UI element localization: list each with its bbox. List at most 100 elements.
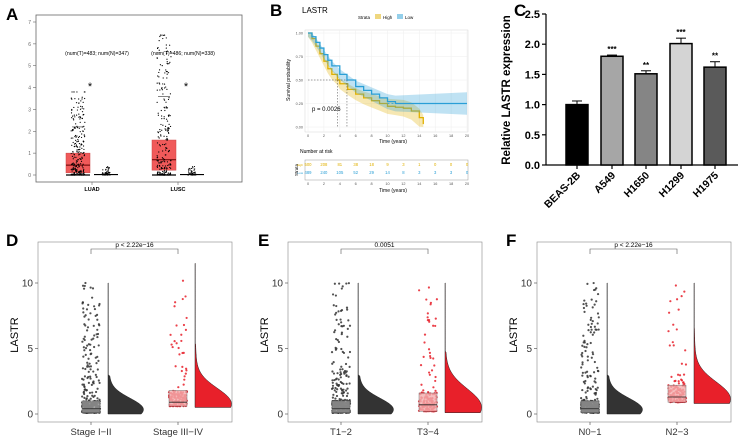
data-point	[337, 378, 340, 381]
risk-x-axis-label: Time (years)	[379, 188, 407, 194]
risk-count: 0	[466, 162, 469, 167]
data-point	[83, 335, 86, 338]
data-point	[177, 386, 180, 389]
tumor-point	[162, 93, 164, 95]
data-point	[169, 333, 172, 336]
data-point	[184, 295, 187, 298]
legend-swatch-high	[375, 14, 381, 19]
tumor-point	[77, 140, 79, 142]
tumor-point	[159, 64, 162, 66]
tumor-point	[162, 170, 164, 173]
tumor-point	[162, 165, 164, 167]
data-point	[434, 317, 437, 320]
tumor-point	[70, 168, 72, 171]
plot-frame	[35, 14, 243, 183]
tumor-point	[84, 97, 86, 100]
data-point	[82, 307, 85, 310]
data-point	[340, 365, 343, 368]
tumor-point	[165, 118, 168, 120]
tumor-point	[81, 156, 83, 158]
risk-count: 3	[434, 170, 437, 175]
data-point	[591, 353, 595, 356]
tumor-point	[163, 106, 165, 108]
tumor-point	[168, 127, 170, 129]
tumor-point	[168, 132, 170, 134]
tumor-point	[162, 150, 164, 152]
x-tick-label: 8	[371, 134, 373, 138]
data-point	[170, 343, 173, 346]
tumor-point	[79, 148, 81, 150]
tumor-point	[72, 163, 74, 166]
tumor-point	[75, 136, 77, 138]
y-axis-label: Relative LASTR expression	[501, 15, 513, 165]
tumor-point	[165, 169, 168, 171]
x-tick-label: N0−1	[579, 427, 602, 438]
data-point	[173, 305, 176, 308]
tumor-point	[161, 89, 164, 91]
x-tick-label: H1650	[622, 170, 652, 200]
tumor-point	[73, 163, 76, 165]
data-point	[427, 286, 431, 289]
data-point	[92, 324, 95, 327]
risk-count: 3	[418, 170, 421, 175]
normal-point	[102, 174, 105, 176]
data-point	[87, 370, 90, 373]
tumor-point	[169, 125, 172, 128]
data-point	[589, 331, 592, 334]
tumor-point	[77, 163, 79, 165]
data-point	[180, 369, 183, 373]
tumor-point	[157, 52, 159, 54]
data-point	[586, 374, 589, 377]
data-point	[331, 396, 335, 399]
tumor-point	[74, 165, 76, 168]
y-tick-label: 5	[27, 344, 33, 355]
data-point	[429, 354, 432, 358]
tumor-point	[78, 127, 80, 129]
data-point	[582, 334, 585, 337]
data-point	[419, 364, 423, 367]
tumor-point	[79, 108, 82, 110]
data-point	[426, 316, 429, 319]
data-point	[95, 362, 98, 365]
tumor-point	[77, 171, 80, 173]
data-point	[669, 300, 672, 303]
data-point	[96, 397, 99, 400]
tumor-point	[165, 143, 167, 145]
tumor-point	[166, 77, 168, 79]
data-point	[680, 362, 683, 365]
data-point	[589, 325, 593, 329]
data-point	[181, 279, 185, 282]
data-point	[422, 355, 425, 358]
data-point	[344, 371, 347, 374]
data-point	[581, 344, 584, 347]
tumor-point	[158, 162, 160, 164]
tumor-point	[157, 131, 159, 133]
x-tick-label: BEAS-2B	[542, 169, 583, 210]
risk-count: 0	[466, 170, 469, 175]
data-point	[589, 341, 592, 345]
data-point	[87, 318, 90, 321]
tumor-point	[158, 76, 160, 78]
tumor-point	[73, 106, 75, 109]
normal-point	[107, 167, 109, 169]
data-point	[427, 371, 431, 374]
data-point	[89, 348, 92, 352]
data-point	[89, 343, 92, 346]
y-axis-label: LASTR	[508, 317, 520, 353]
y-tick-label: 10	[521, 279, 533, 290]
significance-bracket	[340, 248, 429, 254]
data-point	[583, 345, 586, 348]
tumor-point	[74, 134, 77, 137]
tumor-point	[163, 98, 165, 100]
data-point	[98, 304, 101, 307]
data-point	[331, 370, 334, 373]
data-point	[594, 393, 597, 396]
data-point	[83, 375, 87, 378]
tumor-point	[166, 135, 168, 138]
risk-x-tick-label: 2	[323, 182, 325, 186]
data-point	[85, 329, 89, 332]
data-point	[590, 316, 593, 319]
data-point	[174, 365, 177, 368]
tumor-point	[82, 145, 85, 147]
data-point	[582, 398, 586, 401]
